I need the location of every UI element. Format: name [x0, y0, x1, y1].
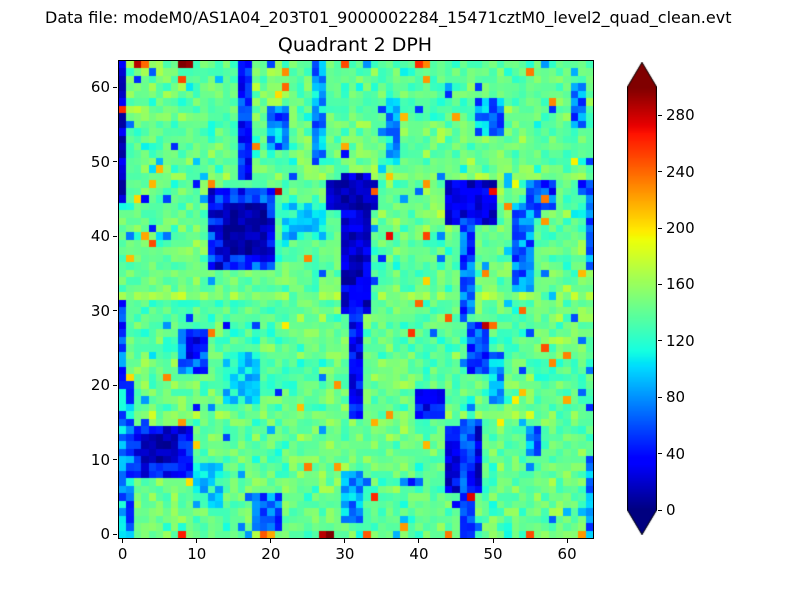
- x-tick-label: 50: [483, 545, 503, 563]
- colorbar-tick-label: 200: [666, 219, 695, 237]
- x-tick-label: 0: [117, 545, 128, 563]
- x-tick-mark: [122, 539, 124, 543]
- y-tick-label: 10: [90, 450, 110, 469]
- y-tick-mark: [113, 310, 117, 312]
- colorbar-tick-mark: [658, 114, 662, 116]
- y-tick-mark: [113, 459, 117, 461]
- colorbar-tick-label: 0: [666, 501, 676, 519]
- heatmap-canvas: [119, 61, 593, 538]
- y-tick-label: 20: [90, 376, 110, 395]
- y-tick-label: 60: [90, 78, 110, 97]
- colorbar-canvas: [627, 62, 657, 535]
- colorbar-tick-label: 80: [666, 388, 686, 407]
- datafile-label: Data file: modeM0/AS1A04_203T01_90000022…: [45, 8, 732, 27]
- x-tick-label: 40: [409, 545, 429, 563]
- colorbar-tick-label: 160: [666, 275, 695, 294]
- colorbar-tick-label: 40: [666, 444, 686, 463]
- x-tick-mark: [270, 539, 272, 543]
- colorbar-tick-label: 120: [666, 331, 695, 350]
- y-tick-mark: [113, 161, 117, 163]
- x-tick-label: 20: [261, 545, 281, 563]
- colorbar-tick-mark: [658, 453, 662, 455]
- y-tick-mark: [113, 235, 117, 237]
- y-tick-label: 0: [100, 525, 110, 544]
- colorbar-tick-label: 280: [666, 106, 695, 125]
- y-tick-label: 30: [90, 301, 110, 320]
- x-tick-label: 30: [335, 545, 355, 563]
- colorbar: [627, 62, 657, 535]
- x-tick-label: 60: [557, 545, 577, 563]
- x-tick-mark: [418, 539, 420, 543]
- y-tick-label: 40: [90, 227, 110, 246]
- x-tick-label: 10: [187, 545, 207, 563]
- colorbar-tick-mark: [658, 171, 662, 173]
- x-tick-mark: [492, 539, 494, 543]
- plot-title: Quadrant 2 DPH: [277, 34, 433, 56]
- colorbar-tick-mark: [658, 509, 662, 511]
- y-tick-mark: [113, 86, 117, 88]
- y-tick-mark: [113, 533, 117, 535]
- colorbar-tick-mark: [658, 283, 662, 285]
- colorbar-tick-mark: [658, 227, 662, 229]
- y-tick-mark: [113, 384, 117, 386]
- axes-frame: [118, 60, 594, 539]
- colorbar-tick-label: 240: [666, 162, 695, 181]
- colorbar-tick-mark: [658, 396, 662, 398]
- x-tick-mark: [566, 539, 568, 543]
- colorbar-tick-mark: [658, 340, 662, 342]
- x-tick-mark: [344, 539, 346, 543]
- x-tick-mark: [196, 539, 198, 543]
- y-tick-label: 50: [90, 152, 110, 171]
